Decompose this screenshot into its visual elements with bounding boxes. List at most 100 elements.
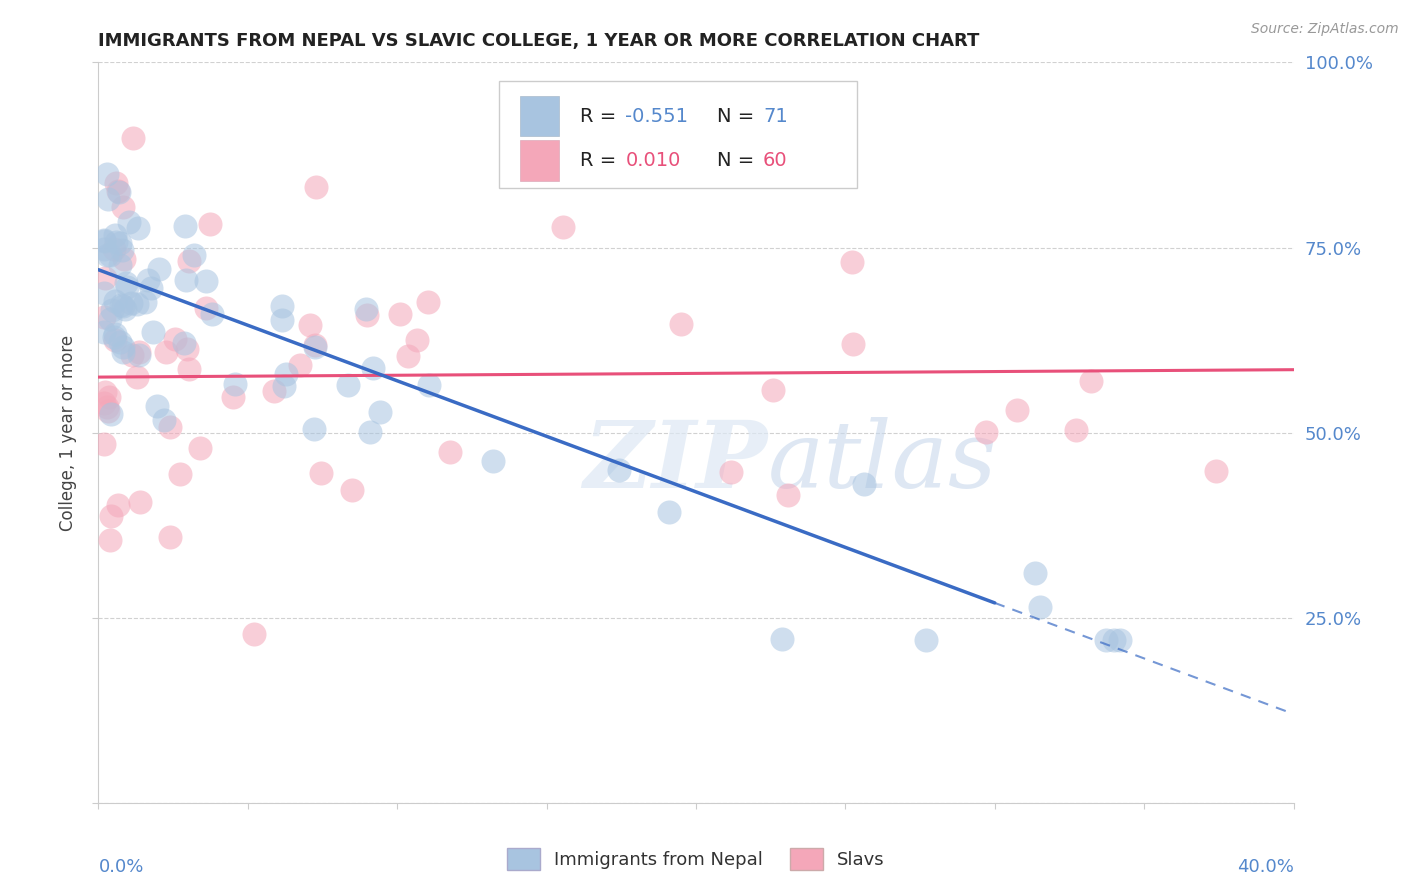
Point: [340, 483, 363, 497]
Point: [93, 234, 115, 248]
Point: [114, 301, 136, 316]
Point: [304, 340, 326, 354]
Point: [173, 219, 195, 233]
Point: [311, 466, 333, 480]
Point: [120, 295, 142, 310]
Text: IMMIGRANTS FROM NEPAL VS SLAVIC COLLEGE, 1 YEAR OR MORE CORRELATION CHART: IMMIGRANTS FROM NEPAL VS SLAVIC COLLEGE,…: [98, 32, 980, 50]
Point: [974, 425, 997, 439]
Point: [263, 384, 285, 398]
Point: [270, 312, 292, 326]
Point: [112, 300, 135, 314]
Point: [195, 301, 218, 315]
Point: [551, 219, 574, 234]
Point: [93, 242, 115, 256]
Text: 0.010: 0.010: [626, 152, 681, 170]
Point: [96, 167, 118, 181]
Point: [1102, 632, 1125, 647]
Point: [361, 360, 384, 375]
Y-axis label: College, 1 year or more: College, 1 year or more: [59, 334, 77, 531]
Point: [405, 333, 427, 347]
Point: [221, 390, 243, 404]
Point: [127, 221, 149, 235]
Point: [243, 627, 266, 641]
Point: [103, 330, 125, 344]
Point: [194, 274, 217, 288]
Point: [98, 391, 121, 405]
Point: [177, 253, 200, 268]
Point: [1095, 632, 1118, 647]
Point: [1080, 374, 1102, 388]
Point: [842, 337, 865, 351]
Point: [129, 495, 152, 509]
Point: [115, 280, 138, 294]
Point: [169, 467, 191, 482]
Point: [271, 299, 294, 313]
Point: [439, 445, 461, 459]
Point: [1024, 566, 1046, 581]
Point: [98, 248, 121, 262]
Point: [93, 285, 115, 300]
Point: [93, 396, 115, 410]
Point: [274, 367, 297, 381]
Point: [101, 303, 124, 318]
Point: [841, 255, 863, 269]
Text: 71: 71: [763, 107, 787, 126]
Point: [418, 294, 440, 309]
Point: [98, 311, 121, 326]
Point: [100, 508, 122, 523]
Point: [201, 307, 224, 321]
Point: [125, 296, 148, 310]
Point: [104, 326, 127, 341]
Point: [915, 632, 938, 647]
Point: [658, 505, 681, 519]
Point: [112, 340, 135, 354]
Point: [122, 131, 145, 145]
Point: [104, 176, 127, 190]
Point: [111, 200, 134, 214]
Point: [720, 465, 742, 479]
FancyBboxPatch shape: [520, 140, 558, 181]
Point: [110, 298, 132, 312]
Point: [418, 378, 440, 392]
Point: [762, 383, 785, 397]
Point: [93, 310, 115, 324]
Point: [389, 307, 412, 321]
Point: [111, 243, 134, 257]
Point: [97, 192, 120, 206]
Point: [288, 358, 311, 372]
Point: [107, 498, 129, 512]
Point: [139, 281, 162, 295]
Point: [93, 233, 115, 247]
Text: -0.551: -0.551: [626, 107, 689, 126]
Point: [165, 332, 187, 346]
Point: [94, 384, 117, 399]
Point: [776, 488, 799, 502]
Point: [148, 262, 170, 277]
Point: [134, 294, 156, 309]
Point: [108, 185, 131, 199]
Point: [298, 318, 321, 332]
Point: [183, 248, 205, 262]
Text: N =: N =: [717, 152, 761, 170]
Point: [100, 408, 122, 422]
Point: [115, 277, 138, 291]
Point: [104, 228, 127, 243]
Point: [93, 437, 115, 451]
Point: [198, 217, 221, 231]
Point: [273, 379, 295, 393]
Text: 0.0%: 0.0%: [98, 858, 143, 876]
Legend: Immigrants from Nepal, Slavs: Immigrants from Nepal, Slavs: [501, 840, 891, 877]
Point: [1109, 632, 1132, 647]
Point: [174, 273, 197, 287]
Text: ZIP: ZIP: [583, 417, 768, 508]
Point: [146, 399, 169, 413]
Point: [305, 179, 328, 194]
FancyBboxPatch shape: [499, 81, 858, 188]
Point: [96, 401, 118, 415]
Point: [356, 308, 378, 322]
Point: [93, 325, 115, 339]
Point: [100, 533, 122, 548]
Text: atlas: atlas: [768, 417, 997, 508]
Point: [112, 252, 135, 267]
Point: [96, 248, 118, 262]
